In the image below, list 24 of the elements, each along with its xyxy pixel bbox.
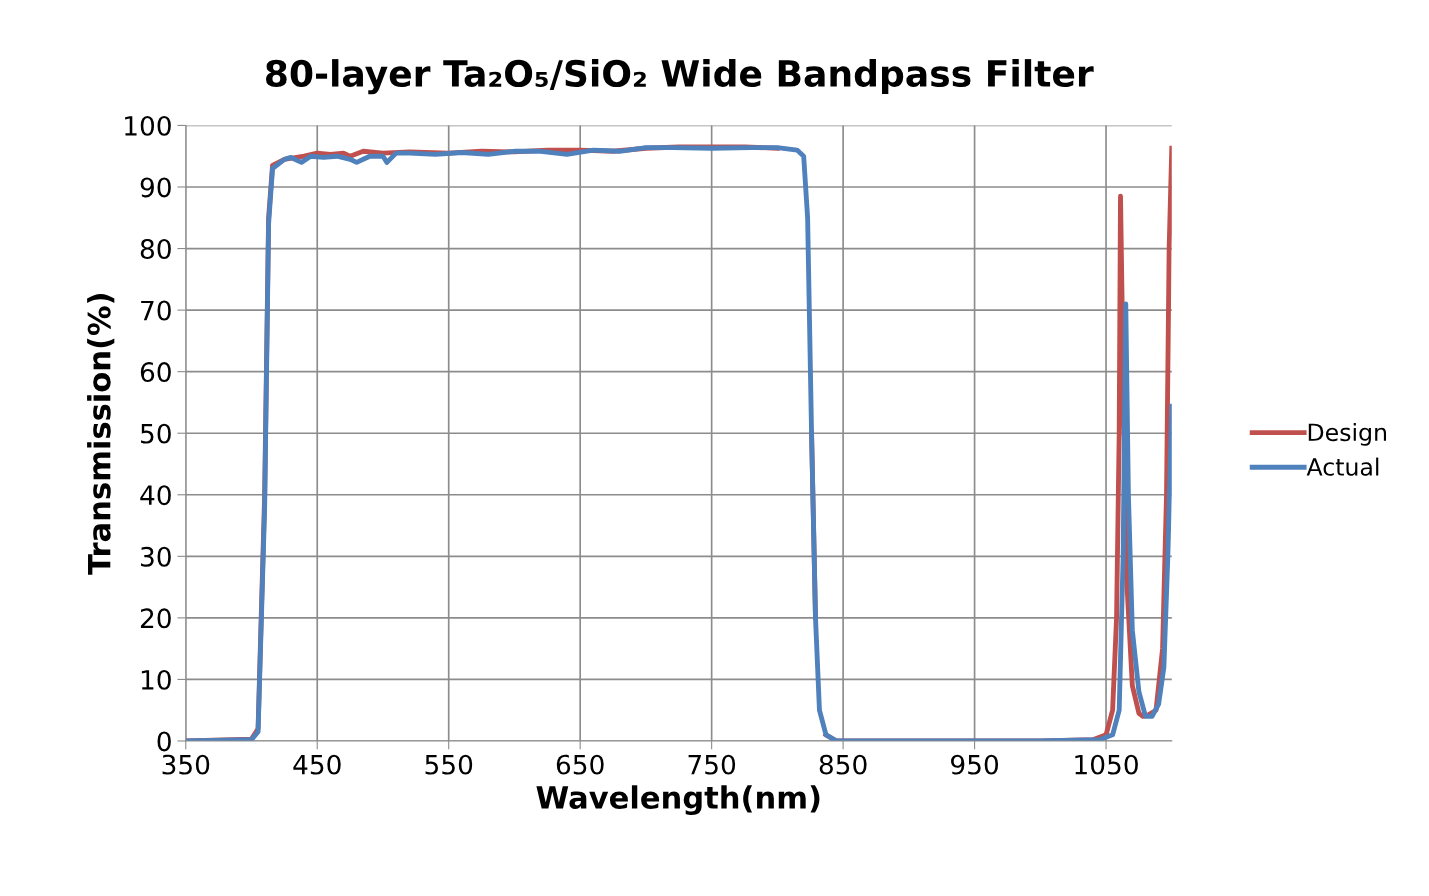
- y-tick-label: 60: [140, 362, 171, 383]
- x-tick-label: 350: [162, 754, 210, 775]
- y-tick-label: 20: [140, 608, 171, 629]
- y-tick-label: 0: [157, 731, 171, 752]
- x-tick-label: 450: [293, 754, 341, 775]
- x-tick-label: 850: [819, 754, 867, 775]
- y-tick-label: 40: [140, 485, 171, 506]
- y-axis-title: Transmission(%): [87, 294, 115, 575]
- legend-label: Design: [1308, 422, 1387, 446]
- y-tick-label: 50: [141, 423, 171, 444]
- x-tick-label: 950: [951, 754, 999, 775]
- y-tick-label: 100: [125, 115, 171, 136]
- x-tick-label: 1050: [1075, 754, 1138, 775]
- y-tick-label: 70: [141, 300, 171, 321]
- x-tick-label: 650: [556, 754, 604, 775]
- y-tick-label: 30: [141, 546, 171, 567]
- x-tick-label: 550: [425, 754, 473, 775]
- chart-title: 80-layer Ta₂O₅/SiO₂ Wide Bandpass Filter: [266, 59, 1094, 95]
- legend-label: Actual: [1306, 457, 1379, 476]
- y-tick-label: 10: [141, 669, 171, 690]
- y-tick-label: 90: [140, 177, 171, 198]
- x-tick-label: 750: [688, 754, 736, 775]
- x-axis-title: Wavelength(nm): [536, 785, 820, 816]
- y-tick-label: 80: [140, 238, 171, 259]
